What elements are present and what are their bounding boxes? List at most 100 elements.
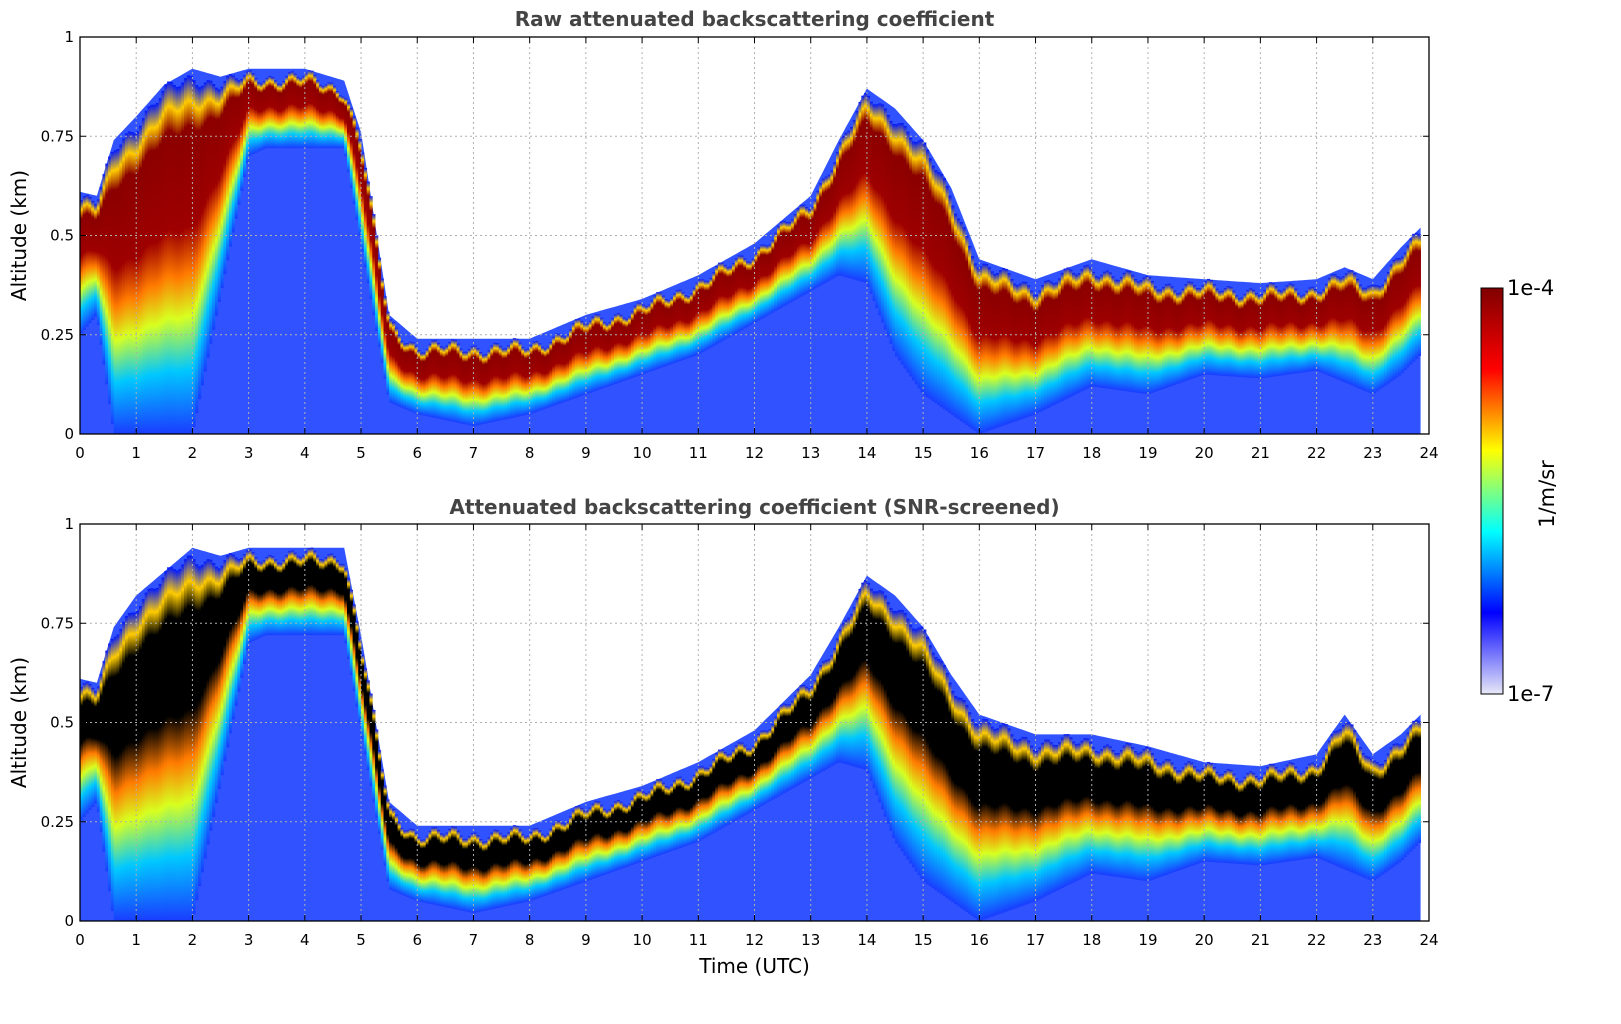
layer-column [810,206,814,291]
layer-column [939,660,944,895]
layer-column [302,555,306,636]
layer-column [462,838,466,911]
layer-column [1156,762,1160,878]
layer-column [330,553,334,636]
layer-column [962,699,966,911]
y-tick-label: 0.75 [41,127,74,145]
layer-column [147,588,151,921]
layer-column [813,199,817,289]
layer-column [658,292,663,368]
layer-column [1316,291,1320,372]
layer-column [1209,279,1213,375]
layer-column [720,262,724,342]
layer-column [467,836,472,913]
layer-column [389,806,393,890]
layer-column [698,279,702,354]
layer-column [526,348,531,415]
layer-column [110,151,115,425]
layer-column [751,745,755,811]
layer-column [706,767,710,837]
layer-column [976,267,980,434]
layer-column [889,120,893,344]
layer-column [110,638,115,912]
y-tick-label: 1 [64,28,74,46]
layer-column [979,266,983,434]
layer-column [85,194,89,327]
layer-column [212,83,216,330]
layer-column [976,724,980,920]
layer-column [599,804,604,876]
layer-column [459,835,463,911]
layer-column [802,684,806,783]
layer-column [729,266,733,337]
layer-column [1215,288,1219,376]
layer-column [748,748,753,813]
layer-column [1327,277,1332,376]
layer-column [1125,270,1129,392]
layer-column [628,803,632,866]
layer-column [639,302,643,375]
layer-column [268,554,272,636]
layer-column [673,780,677,851]
layer-column [1206,761,1211,862]
layer-column [453,826,457,910]
layer-column [1004,724,1008,912]
x-tick-label: 8 [525,444,535,462]
layer-column [1310,762,1315,859]
layer-column [341,96,345,149]
layer-column [400,340,404,408]
layer-column [1296,770,1301,861]
layer-column [1369,758,1374,881]
layer-column [917,627,921,876]
layer-column [1046,279,1050,408]
layer-column [344,568,348,644]
layer-column [931,165,935,402]
layer-column [490,345,494,423]
layer-column [1384,279,1388,386]
layer-column [96,199,101,325]
layer-column [1035,750,1039,901]
layer-column [425,348,429,417]
layer-column [428,343,432,417]
layer-column [524,349,528,416]
layer-column [94,691,98,804]
layer-column [279,84,283,149]
layer-column [82,196,87,330]
layer-column [1069,737,1073,884]
layer-column [1350,270,1354,386]
layer-column [383,785,387,866]
layer-column [636,302,640,376]
layer-column [243,75,247,177]
layer-column [198,566,202,887]
layer-column [80,200,84,334]
layer-column [153,104,157,434]
layer-column [791,701,795,789]
layer-column [293,552,297,636]
layer-column [512,338,517,418]
layer-column [237,80,241,205]
layer-column [521,346,525,416]
layer-column [1333,274,1337,379]
layer-column [1257,295,1261,379]
x-tick-label: 22 [1307,444,1326,462]
x-tick-label: 10 [633,931,652,949]
layer-column [139,125,143,435]
layer-column [386,799,390,882]
layer-column [709,764,713,835]
layer-column [1153,286,1157,392]
layer-column [1339,729,1343,868]
layer-column [493,342,497,422]
layer-column [335,91,339,149]
layer-column [1206,278,1211,375]
layer-column [1052,283,1056,406]
layer-column [1201,285,1205,375]
layer-column [1381,284,1385,388]
layer-column [850,613,854,766]
layer-column [695,769,699,843]
layer-column [470,346,474,426]
layer-column [1271,764,1275,864]
layer-column [1294,288,1298,374]
layer-column [220,565,224,776]
layer-column [192,80,196,428]
layer-column [712,759,716,833]
